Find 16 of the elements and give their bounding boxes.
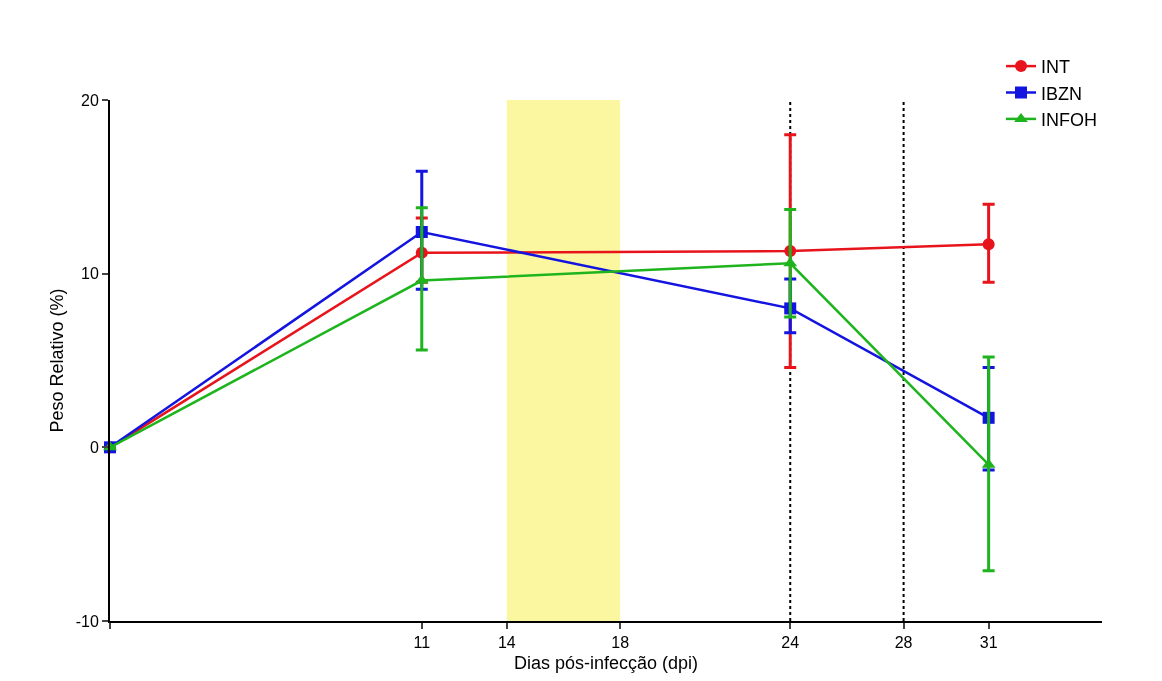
y-tick-label: -10 <box>75 612 99 630</box>
legend-label: INFOH <box>1041 109 1097 130</box>
y-tick-label: 0 <box>89 438 99 456</box>
x-axis-title: Dias pós-infecção (dpi) <box>514 653 699 673</box>
point <box>982 238 995 251</box>
x-tick-label: 14 <box>497 634 516 652</box>
legend-label: INT <box>1041 57 1070 78</box>
x-tick-label: 28 <box>894 634 913 652</box>
x-tick-label: 31 <box>979 634 998 652</box>
y-tick-label: 20 <box>81 91 99 109</box>
y-axis-title: Peso Relativo (%) <box>47 288 67 433</box>
x-tick-label: 18 <box>611 634 630 652</box>
legend-label: IBZN <box>1041 83 1083 104</box>
x-tick-label: 24 <box>781 634 800 652</box>
x-tick-label: 11 <box>413 634 431 652</box>
y-tick-label: 10 <box>81 265 99 283</box>
